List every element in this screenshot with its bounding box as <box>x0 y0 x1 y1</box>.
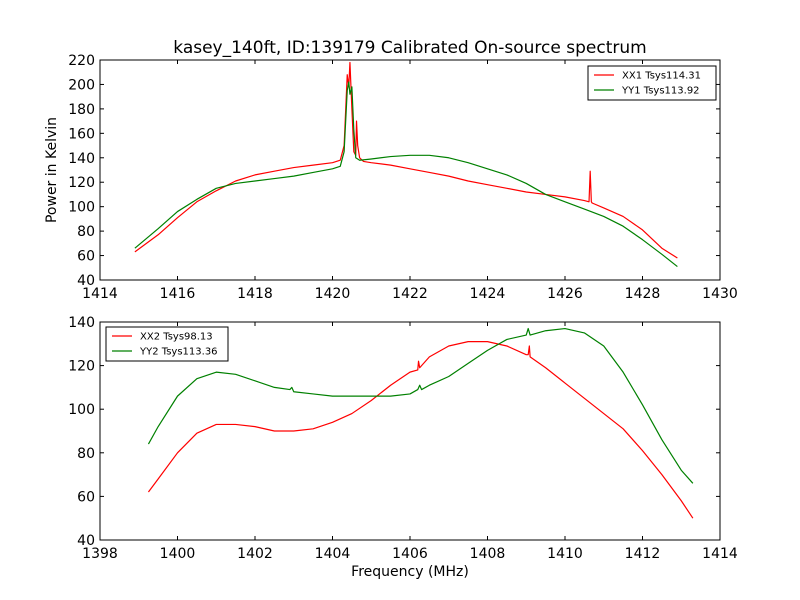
x-tick-label: 1414 <box>702 546 738 562</box>
bottom-spectrum-panel: 1398 1400 1402 1404 1406 1408 1410 1412 1414 40 60… <box>68 315 738 580</box>
y-tick-label: 200 <box>68 77 95 93</box>
legend-box <box>587 65 717 101</box>
x-tick-label: 1408 <box>470 546 506 562</box>
top-spectrum-panel: 1414 1416 1418 1420 1422 1424 1426 1428 1430 40 60… <box>44 53 738 302</box>
y-tick-label: 140 <box>68 315 95 331</box>
legend: XX2 Tsys98.13 YY2 Tsys113.36 <box>105 326 229 362</box>
legend-entry: YY1 Tsys113.92 <box>621 86 700 97</box>
x-tick-label: 1426 <box>547 286 583 302</box>
x-tick-label: 1410 <box>547 546 583 562</box>
y-tick-label: 100 <box>68 200 95 216</box>
series-line-yy1 <box>134 81 678 268</box>
x-tick-label: 1398 <box>82 546 118 562</box>
y-tick-label: 120 <box>68 359 95 375</box>
series-line-xx2 <box>147 341 694 519</box>
y-tick-label: 160 <box>68 126 95 142</box>
y-tick-label: 140 <box>68 151 95 167</box>
figure-title: kasey_140ft, ID:139179 Calibrated On-sou… <box>173 38 646 58</box>
y-tick-label: 60 <box>77 249 95 265</box>
legend-entry: XX1 Tsys114.31 <box>622 71 701 82</box>
x-tick-label: 1428 <box>625 286 661 302</box>
x-tick-label: 1414 <box>82 286 118 302</box>
legend-entry: YY2 Tsys113.36 <box>139 347 218 358</box>
x-tick-label: 1418 <box>237 286 273 302</box>
x-tick-label: 1404 <box>315 546 351 562</box>
x-tick-label: 1424 <box>470 286 506 302</box>
x-tick-label: 1406 <box>392 546 428 562</box>
y-tick-label: 80 <box>77 224 95 240</box>
y-tick-label: 120 <box>68 175 95 191</box>
x-tick-label: 1420 <box>315 286 351 302</box>
series-line-yy2 <box>147 327 694 484</box>
x-tick-label: 1402 <box>237 546 273 562</box>
y-tick-label: 180 <box>68 102 95 118</box>
y-tick-label: 40 <box>77 273 95 289</box>
y-tick-label: 40 <box>77 533 95 549</box>
legend-entry: XX2 Tsys98.13 <box>140 332 213 343</box>
y-tick-label: 80 <box>77 446 95 462</box>
x-tick-label: 1412 <box>625 546 661 562</box>
x-tick-label: 1430 <box>702 286 738 302</box>
legend-box <box>105 326 229 362</box>
y-tick-label: 60 <box>77 489 95 505</box>
x-axis-label: Frequency (MHz) <box>351 564 469 580</box>
x-tick-label: 1416 <box>160 286 196 302</box>
x-tick-label: 1422 <box>392 286 428 302</box>
y-tick-label: 100 <box>68 402 95 418</box>
x-tick-label: 1400 <box>160 546 196 562</box>
y-axis-label: Power in Kelvin <box>44 117 60 223</box>
legend: XX1 Tsys114.31 YY1 Tsys113.92 <box>587 65 717 101</box>
y-tick-label: 220 <box>68 53 95 69</box>
